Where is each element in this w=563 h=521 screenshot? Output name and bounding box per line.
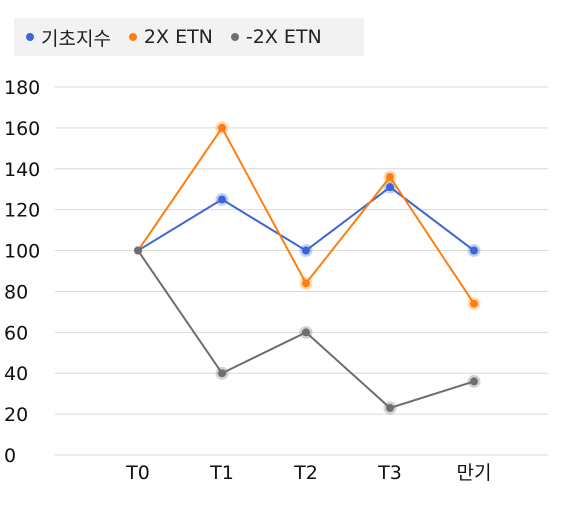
y-tick-label-60: 60 [4, 322, 28, 344]
legend-dot-minus2x-etn [230, 33, 239, 41]
y-tick-label-40: 40 [4, 363, 28, 385]
series-2-point-1 [218, 369, 226, 378]
y-tick-label-120: 120 [4, 200, 40, 222]
y-tick-label-80: 80 [4, 281, 28, 303]
chart-legend: 기초지수 2X ETN -2X ETN [14, 18, 364, 56]
legend-item-index[interactable]: 기초지수 [26, 24, 111, 51]
series-0-point-2 [302, 246, 310, 255]
series-0-point-3 [386, 183, 394, 192]
legend-dot-index [26, 33, 34, 41]
series-1-point-4 [470, 299, 478, 308]
series-line-0 [137, 185, 475, 252]
series-1-point-3 [386, 172, 394, 181]
legend-label-minus2x-etn: -2X ETN [245, 26, 322, 48]
series-2-point-4 [470, 377, 478, 386]
legend-item-2x-etn[interactable]: 2X ETN [128, 26, 213, 48]
series-0-point-1 [218, 195, 226, 204]
series-0-point-4 [470, 246, 478, 255]
y-tick-label-180: 180 [4, 77, 40, 99]
legend-label-index: 기초지수 [41, 27, 111, 50]
series-1-point-1 [218, 123, 226, 132]
x-tick-label-0: T0 [125, 462, 150, 484]
series-2-point-2 [302, 328, 310, 337]
y-tick-label-20: 20 [4, 404, 28, 426]
x-tick-label-1: T1 [209, 462, 234, 484]
x-tick-label-3: T3 [377, 462, 402, 484]
x-tick-label-2: T2 [293, 462, 318, 484]
legend-dot-2x-etn [128, 33, 137, 41]
y-tick-label-160: 160 [4, 118, 40, 140]
legend-item-minus2x-etn[interactable]: -2X ETN [230, 26, 322, 48]
x-tick-label-4: 만기 [457, 462, 492, 484]
legend-label-2x-etn: 2X ETN [143, 26, 213, 48]
series-1-point-2 [302, 279, 310, 288]
y-tick-label-0: 0 [4, 445, 16, 467]
series-2-point-0 [134, 246, 142, 255]
y-tick-label-140: 140 [4, 159, 40, 181]
series-2-point-3 [386, 403, 394, 412]
y-tick-label-100: 100 [4, 241, 40, 263]
